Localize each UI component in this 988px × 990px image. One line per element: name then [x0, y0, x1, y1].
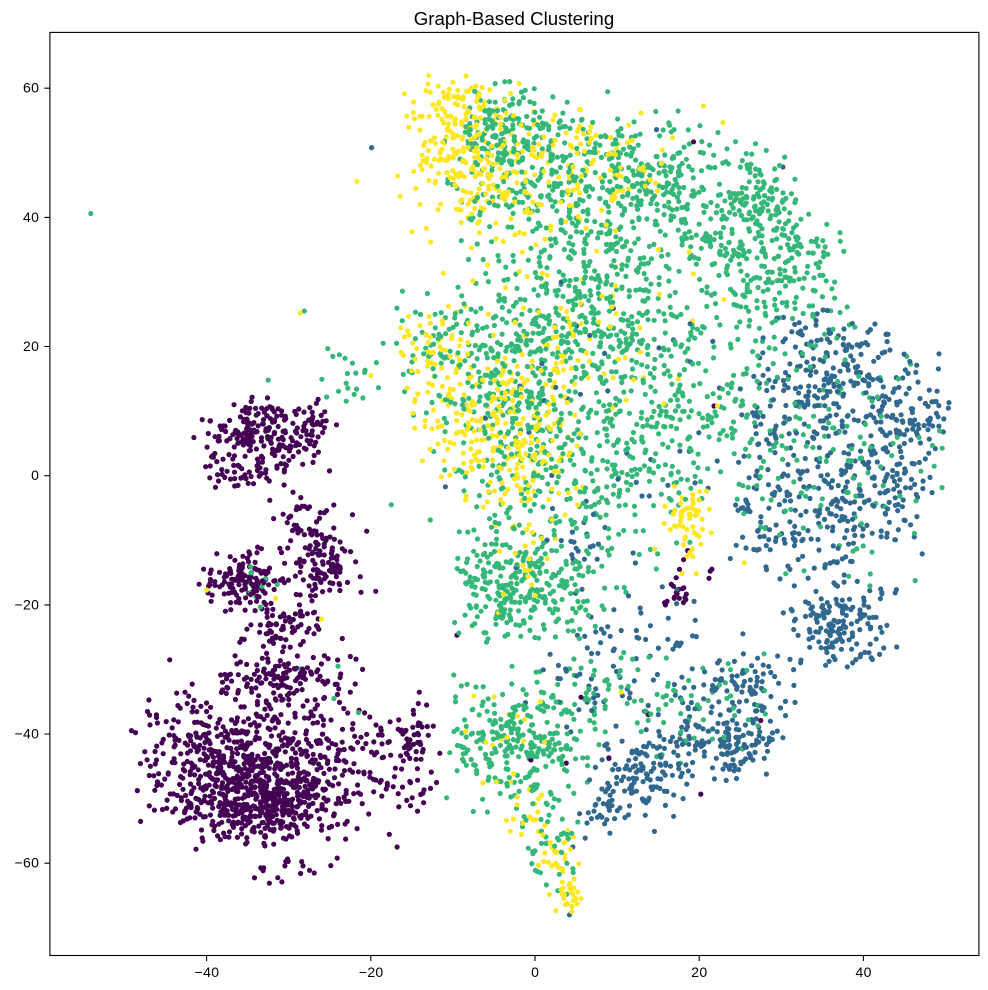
- svg-text:−40: −40: [195, 964, 220, 980]
- svg-text:−60: −60: [15, 855, 40, 871]
- svg-text:−20: −20: [15, 596, 40, 612]
- svg-text:40: 40: [856, 964, 872, 980]
- svg-text:0: 0: [31, 467, 39, 483]
- svg-text:−20: −20: [359, 964, 384, 980]
- svg-text:40: 40: [23, 209, 39, 225]
- svg-text:0: 0: [531, 964, 539, 980]
- svg-text:−40: −40: [15, 726, 40, 742]
- svg-text:60: 60: [23, 80, 39, 96]
- svg-text:20: 20: [23, 338, 39, 354]
- svg-text:20: 20: [691, 964, 707, 980]
- svg-text:Graph-Based Clustering: Graph-Based Clustering: [414, 8, 614, 29]
